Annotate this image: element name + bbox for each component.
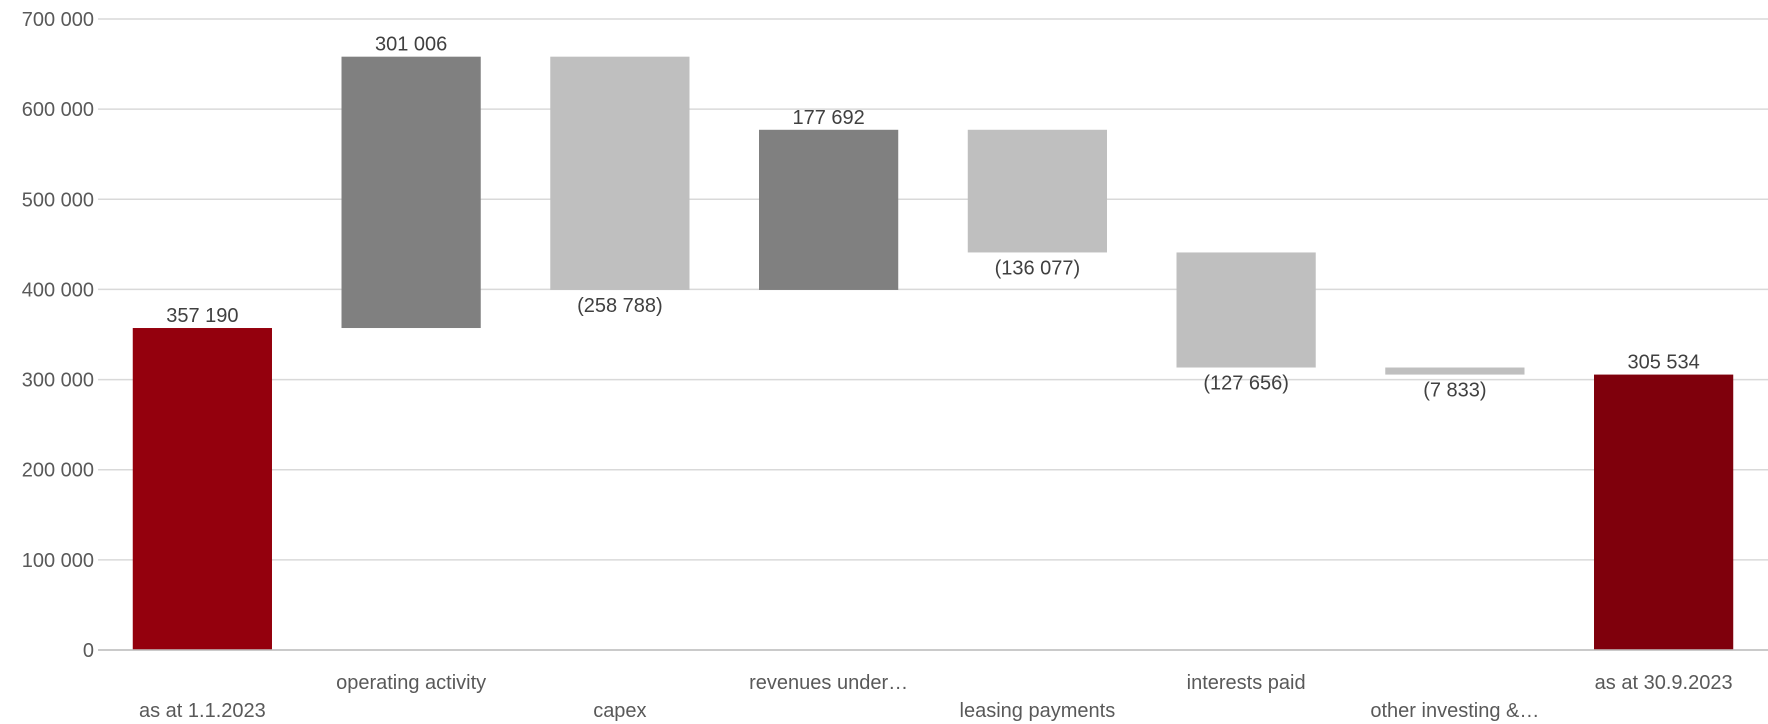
y-tick-label: 0 (83, 640, 94, 662)
bar-decrease (550, 56, 690, 290)
y-tick-label: 500 000 (22, 189, 94, 211)
data-label: (7 833) (1423, 380, 1486, 402)
x-axis: as at 1.1.2023 operating activity capex rev… (98, 649, 1768, 722)
x-tick-label: operating activity (336, 672, 486, 694)
x-tick-label: other investing &… (1370, 700, 1539, 722)
data-labels: 357 190 301 006 (258 788) 177 692 (136 077) (… (166, 34, 1700, 402)
y-tick-label: 300 000 (22, 370, 94, 392)
y-tick-label: 200 000 (22, 460, 94, 482)
y-tick-label: 400 000 (22, 279, 94, 301)
bars (132, 56, 1734, 650)
data-label: 301 006 (375, 34, 447, 56)
bar-decrease (967, 129, 1107, 253)
x-tick-label: as at 1.1.2023 (139, 700, 266, 722)
x-tick-label: capex (593, 700, 646, 722)
x-tick-label: revenues under… (749, 672, 908, 694)
bar-increase (341, 56, 481, 329)
x-tick-label: as at 30.9.2023 (1595, 672, 1733, 694)
y-tick-label: 700 000 (22, 9, 94, 31)
y-axis: 0 100 000 200 000 300 000 400 000 500 000 600 … (22, 9, 94, 662)
y-tick-label: 100 000 (22, 550, 94, 572)
data-label: (136 077) (995, 257, 1081, 279)
data-label: (127 656) (1203, 373, 1289, 395)
data-label: 357 190 (166, 305, 238, 327)
bar-increase (759, 129, 899, 290)
data-label: 305 534 (1627, 352, 1699, 374)
data-label: 177 692 (792, 107, 864, 129)
bar-decrease (1385, 367, 1525, 375)
y-tick-label: 600 000 (22, 99, 94, 121)
bar-decrease (1176, 252, 1316, 368)
data-label: (258 788) (577, 295, 663, 317)
x-tick-label: interests paid (1187, 672, 1306, 694)
bar-total (132, 328, 272, 650)
bar-total (1594, 374, 1734, 650)
x-tick-label: leasing payments (960, 700, 1116, 722)
